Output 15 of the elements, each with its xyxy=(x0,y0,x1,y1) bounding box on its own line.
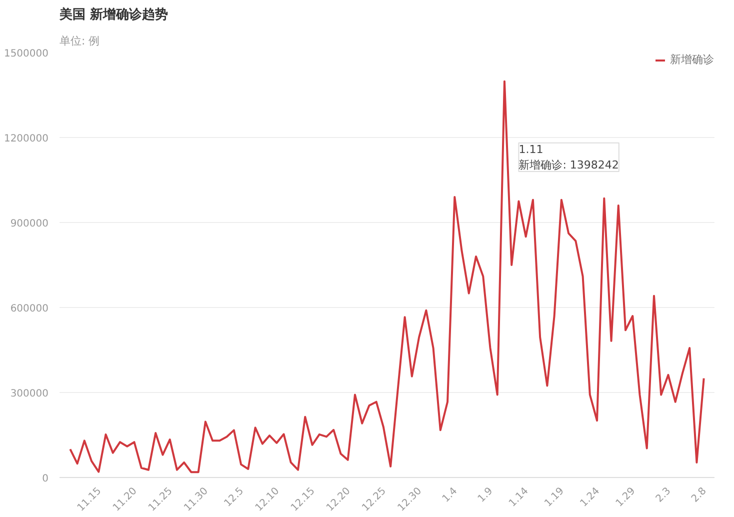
y-tick-label: 900000 xyxy=(10,218,49,230)
annotation: 1.11 新增确诊: 1398242 xyxy=(518,142,619,172)
y-tick-label: 1200000 xyxy=(4,134,49,144)
x-tick-label: 2.3 xyxy=(654,486,674,505)
y-tick-label: 1500000 xyxy=(4,48,49,60)
x-tick-label: 2.8 xyxy=(690,486,709,505)
y-tick-label: 300000 xyxy=(10,388,49,400)
line-series xyxy=(69,80,705,474)
x-tick-label: 1.4 xyxy=(440,486,460,505)
legend-label: 新增确诊 xyxy=(670,52,714,67)
x-tick-label: 1.9 xyxy=(476,486,496,505)
y-tick-label: 600000 xyxy=(10,304,49,314)
y-tick-label: 0 xyxy=(42,474,49,484)
chart-subtitle: 单位: 例 xyxy=(60,34,100,48)
chart-title: 美国 新增确诊趋势 xyxy=(58,6,168,22)
